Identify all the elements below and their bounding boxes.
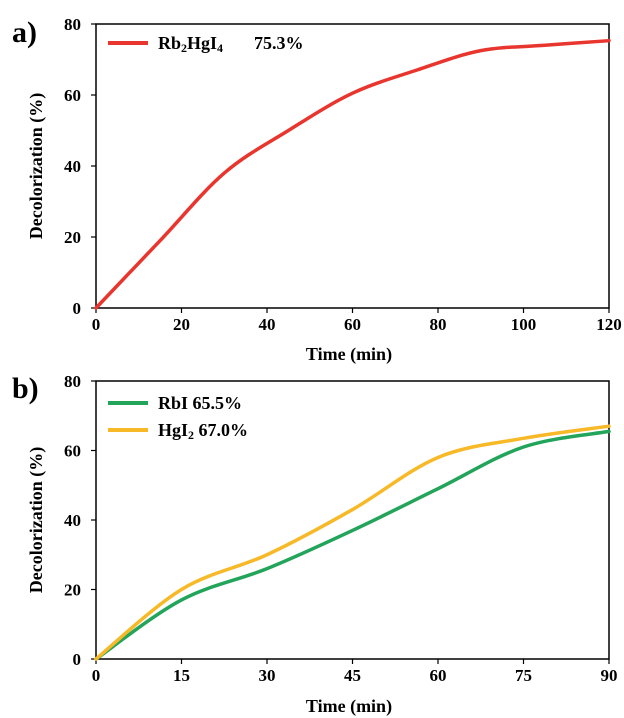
panel-a-series [94, 38, 611, 310]
panel-a-y-tick-label: 0 [73, 299, 82, 318]
panel-b-label: b) [12, 372, 39, 405]
panel-b-x-tick-label: 75 [515, 666, 532, 685]
panel-a-y-tick-label: 20 [64, 228, 81, 247]
panel-b-x-tick-label: 15 [173, 666, 190, 685]
panel-b-y-tick-label: 40 [64, 511, 81, 530]
panel-b-legend: RbI 65.5% HgI2 67.0% [108, 393, 248, 442]
panel-a-x-tick-label: 60 [344, 315, 361, 334]
legend-label-rbi: RbI 65.5% [158, 393, 242, 413]
panel-b-series [94, 424, 611, 661]
panel-b-x-tick-label: 30 [259, 666, 276, 685]
panel-b-y-tick-label: 0 [73, 650, 82, 669]
panel-b-ticks: 0 15 30 45 60 75 90 0 20 40 60 80 [64, 372, 618, 685]
panel-a-x-axis-title: Time (min) [306, 344, 392, 365]
panel-b-y-tick-label: 60 [64, 442, 81, 461]
panel-b-x-tick-label: 90 [601, 666, 618, 685]
series-line-hgi2 [94, 424, 611, 661]
panel-a: a) Decolorization (%) Time (min) 0 20 40 60… [12, 15, 622, 365]
panel-b-y-tick-label: 80 [64, 372, 81, 391]
panel-a-ticks: 0 20 40 60 80 100 120 0 20 40 60 80 [64, 15, 622, 334]
panel-a-legend: Rb2HgI4 75.3% [108, 33, 304, 55]
series-line-rbi [94, 429, 611, 661]
panel-a-label: a) [12, 16, 37, 49]
legend-label-rb2hgi4: Rb2HgI4 [158, 33, 223, 55]
panel-a-y-tick-label: 60 [64, 86, 81, 105]
panel-a-x-tick-label: 120 [596, 315, 622, 334]
panel-a-x-tick-label: 80 [430, 315, 447, 334]
panel-b-x-axis-title: Time (min) [306, 696, 392, 717]
panel-a-plot-frame [95, 23, 610, 309]
legend-value-rb2hgi4: 75.3% [254, 33, 304, 53]
panel-b-y-axis-title: Decolorization (%) [26, 447, 47, 593]
panel-b-x-tick-label: 0 [92, 666, 101, 685]
panel-b-x-tick-label: 60 [430, 666, 447, 685]
panel-a-y-axis-title: Decolorization (%) [26, 93, 47, 239]
panel-a-x-tick-label: 20 [173, 315, 190, 334]
panel-a-y-tick-label: 40 [64, 157, 81, 176]
panel-b-y-tick-label: 20 [64, 581, 81, 600]
legend-label-hgi2: HgI2 67.0% [158, 420, 248, 442]
panel-a-x-tick-label: 0 [92, 315, 101, 334]
panel-a-y-tick-label: 80 [64, 15, 81, 34]
panel-b-x-tick-label: 45 [344, 666, 361, 685]
panel-b: b) Decolorization (%) Time (min) 0 15 30 45… [12, 372, 618, 717]
panel-a-x-tick-label: 40 [259, 315, 276, 334]
panel-a-x-tick-label: 100 [511, 315, 537, 334]
series-line-rb2hgi4 [94, 38, 611, 310]
